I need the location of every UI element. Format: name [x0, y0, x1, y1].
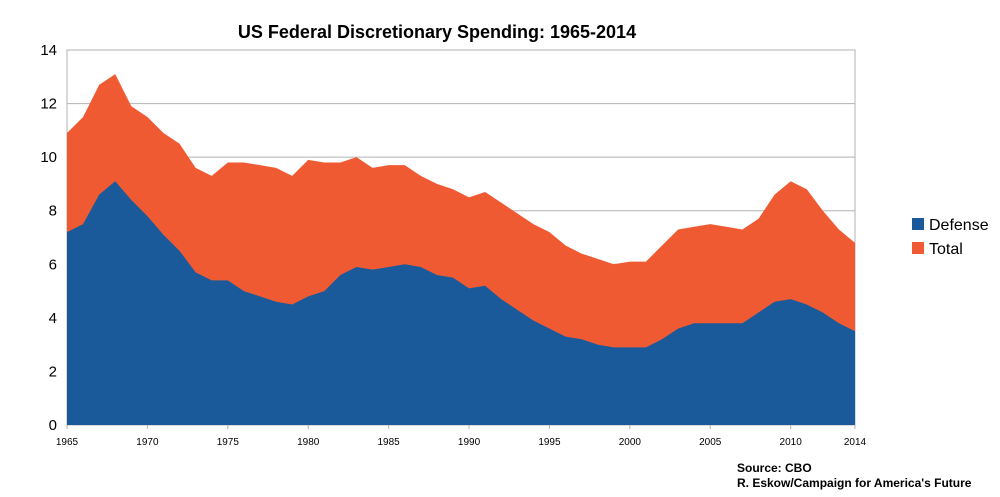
y-tick-label: 8	[49, 203, 57, 220]
source-credit: Source: CBO	[737, 461, 812, 475]
x-tick-label: 2000	[619, 437, 642, 448]
x-tick-label: 1980	[297, 437, 320, 448]
legend: Defense Total	[912, 217, 989, 258]
y-tick-label: 0	[49, 417, 57, 434]
y-axis: 0 2 4 6 8 10 12 14	[40, 42, 57, 434]
x-axis: 1965 1970 1975 1980 1985 1990 1995 2000 2005 2010…	[56, 425, 867, 448]
x-tick-label: 1975	[217, 437, 240, 448]
x-tick-label: 2010	[780, 437, 803, 448]
x-tick-label: 1985	[378, 437, 401, 448]
y-tick-label: 14	[40, 42, 57, 59]
legend-label-total: Total	[929, 241, 963, 258]
y-tick-label: 4	[49, 310, 57, 327]
y-tick-label: 6	[49, 256, 57, 273]
y-tick-label: 12	[40, 96, 57, 113]
y-tick-label: 10	[40, 149, 57, 166]
legend-label-defense: Defense	[929, 217, 989, 234]
x-tick-label: 1995	[538, 437, 561, 448]
x-tick-label: 2005	[699, 437, 722, 448]
chart-title: US Federal Discretionary Spending: 1965-…	[238, 22, 636, 42]
legend-swatch-total	[912, 242, 924, 254]
x-tick-label: 2014	[844, 437, 867, 448]
author-credit: R. Eskow/Campaign for America's Future	[737, 476, 972, 490]
x-tick-label: 1970	[136, 437, 159, 448]
x-tick-label: 1965	[56, 437, 79, 448]
x-tick-label: 1990	[458, 437, 481, 448]
series-area-defense	[67, 181, 855, 425]
plot-area	[66, 49, 856, 426]
legend-swatch-defense	[912, 218, 924, 230]
y-tick-label: 2	[49, 363, 57, 380]
